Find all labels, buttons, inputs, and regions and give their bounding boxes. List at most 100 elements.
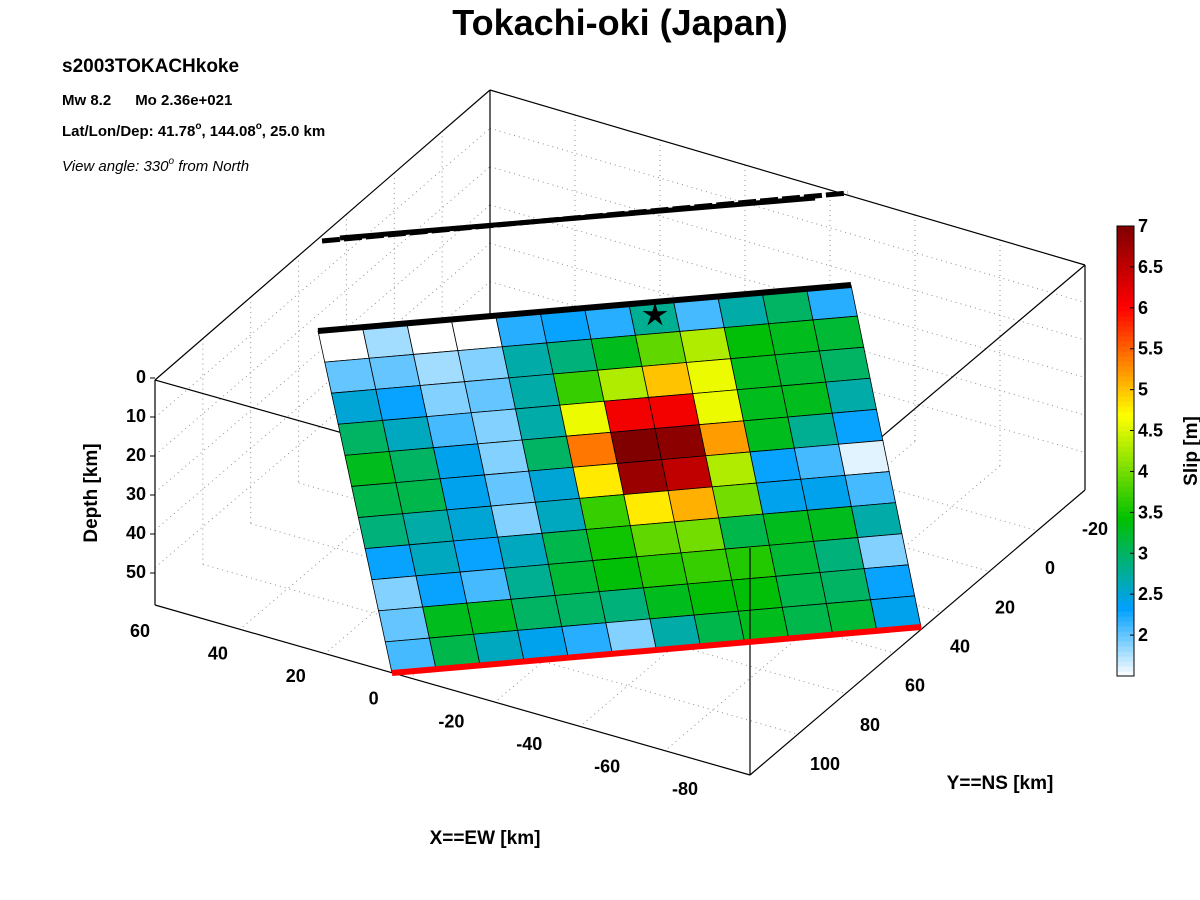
slip-cell — [490, 501, 543, 538]
colorbar-step — [1117, 621, 1134, 627]
moment-magnitude: Mw 8.2 — [62, 92, 112, 109]
event-id: s2003TOKACHkoke — [62, 56, 240, 77]
grid-line — [442, 360, 1038, 532]
slip-cell — [819, 568, 872, 605]
colorbar-step — [1117, 376, 1134, 382]
depth-tick-label: 10 — [126, 406, 146, 426]
colorbar-step — [1117, 251, 1134, 257]
colorbar-step — [1117, 336, 1134, 342]
depth-tick-label: 30 — [126, 484, 146, 504]
location-line: Lat/Lon/Dep: 41.78o, 144.08o, 25.0 km — [62, 122, 325, 141]
slip-cell — [818, 346, 871, 383]
colorbar-step — [1117, 441, 1134, 447]
slip-cell — [534, 497, 587, 534]
colorbar-step — [1117, 226, 1134, 232]
slip-cell — [470, 408, 523, 445]
y-tick-label: 60 — [905, 676, 925, 696]
slip-cell — [775, 572, 827, 608]
fault-bottom-edge — [391, 624, 922, 676]
colorbar-step — [1117, 381, 1134, 387]
colorbar-step — [1117, 601, 1134, 607]
colorbar-step — [1117, 526, 1134, 532]
colorbar-step — [1117, 581, 1134, 587]
y-tick-label: 100 — [810, 754, 840, 774]
location-lat: Lat/Lon/Dep: 41.78 — [62, 123, 196, 140]
slip-cell — [692, 389, 745, 426]
slip-cell — [368, 353, 421, 390]
slip-cell — [541, 529, 594, 565]
colorbar-step — [1117, 651, 1134, 657]
location-lon: , 144.08 — [201, 123, 256, 140]
slip-cell — [730, 354, 782, 391]
colorbar-step — [1117, 316, 1134, 322]
colorbar-step — [1117, 371, 1134, 377]
colorbar-step — [1117, 396, 1134, 402]
slip-cell — [743, 416, 795, 453]
colorbar-step — [1117, 551, 1134, 557]
slip-cell — [723, 323, 776, 360]
colorbar-step — [1117, 616, 1134, 622]
colorbar-step — [1117, 231, 1134, 237]
slip-cell — [521, 435, 574, 472]
slip-cell — [825, 377, 877, 414]
colorbar-step — [1117, 391, 1134, 397]
depth-axis-label: Depth [km] — [81, 443, 102, 542]
slip-cell — [762, 509, 815, 546]
depth-tick-label: 20 — [126, 445, 146, 465]
colorbar-step — [1117, 631, 1134, 637]
x-axis-label: X==EW [km] — [430, 828, 541, 849]
slip-cell — [510, 595, 563, 631]
x-tick-label: -80 — [672, 779, 698, 799]
colorbar-step — [1117, 296, 1134, 302]
colorbar-step — [1117, 356, 1134, 362]
y-tick-label: -20 — [1082, 519, 1108, 539]
slip-cell — [466, 598, 519, 635]
slip-cell — [548, 560, 600, 596]
colorbar-step — [1117, 431, 1134, 437]
colorbar-step — [1117, 501, 1134, 507]
colorbar-tick-label: 2 — [1138, 625, 1148, 645]
slip-cell — [749, 447, 802, 484]
slip-cell — [375, 385, 428, 421]
colorbar-step — [1117, 486, 1134, 492]
box-edge — [154, 604, 751, 776]
colorbar-step — [1117, 261, 1134, 267]
grid-line — [154, 281, 491, 568]
colorbar-step — [1117, 646, 1134, 652]
hypocenter-marker — [642, 302, 668, 326]
y-tick-label: 0 — [1045, 558, 1055, 578]
slip-cell — [629, 521, 682, 558]
colorbar: 2 2.5 3 3.5 4 4.5 5 5.5 6 6.5 7 Slip [m] — [1116, 216, 1200, 677]
view-angle: View angle: 330 — [62, 158, 169, 175]
grid-line — [489, 281, 1086, 453]
chart-title: Tokachi-oki (Japan) — [452, 2, 788, 43]
slip-cell — [585, 525, 638, 561]
slip-cell — [501, 342, 554, 379]
colorbar-step — [1117, 411, 1134, 417]
slip-cell — [382, 416, 434, 452]
slip-cell — [419, 381, 472, 418]
colorbar-step — [1117, 561, 1134, 567]
slip-cell — [718, 513, 770, 550]
slip-cell — [711, 482, 764, 519]
colorbar-step — [1117, 286, 1134, 292]
colorbar-step — [1117, 641, 1134, 647]
depth-tick-label: 50 — [126, 562, 146, 582]
slip-cell — [503, 563, 556, 600]
seismic-moment: Mo 2.36e+021 — [135, 92, 233, 109]
colorbar-tick-label: 7 — [1138, 216, 1148, 236]
colorbar-step — [1117, 306, 1134, 312]
slip-cell — [446, 505, 499, 542]
y-tick-label: 80 — [860, 715, 880, 735]
slip-cell — [565, 431, 618, 468]
slip-cell — [736, 385, 789, 422]
colorbar-step — [1117, 346, 1134, 352]
colorbar-step — [1117, 536, 1134, 542]
colorbar-tick-label: 5 — [1138, 380, 1148, 400]
colorbar-step — [1117, 671, 1134, 677]
slip-cell — [598, 587, 651, 624]
slip-cell — [793, 443, 846, 480]
slip-cell — [572, 463, 625, 499]
slip-cell — [546, 338, 599, 375]
